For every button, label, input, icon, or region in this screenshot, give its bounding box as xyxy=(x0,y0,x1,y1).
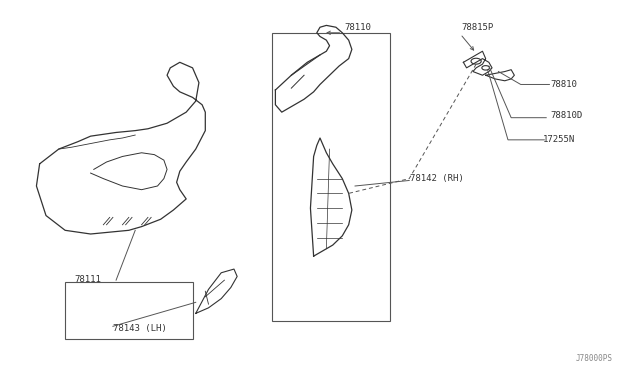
Bar xyxy=(272,33,390,321)
Text: 78110: 78110 xyxy=(344,23,371,32)
Text: 78815P: 78815P xyxy=(461,23,493,32)
Text: 17255N: 17255N xyxy=(543,135,575,144)
Text: 78810D: 78810D xyxy=(550,111,583,121)
Bar xyxy=(65,282,193,339)
Text: 78142 (RH): 78142 (RH) xyxy=(410,174,464,183)
Text: 78810: 78810 xyxy=(550,80,577,89)
Text: 78143 (LH): 78143 (LH) xyxy=(113,324,166,333)
Text: 78111: 78111 xyxy=(75,275,102,283)
Text: J78000PS: J78000PS xyxy=(576,354,613,363)
